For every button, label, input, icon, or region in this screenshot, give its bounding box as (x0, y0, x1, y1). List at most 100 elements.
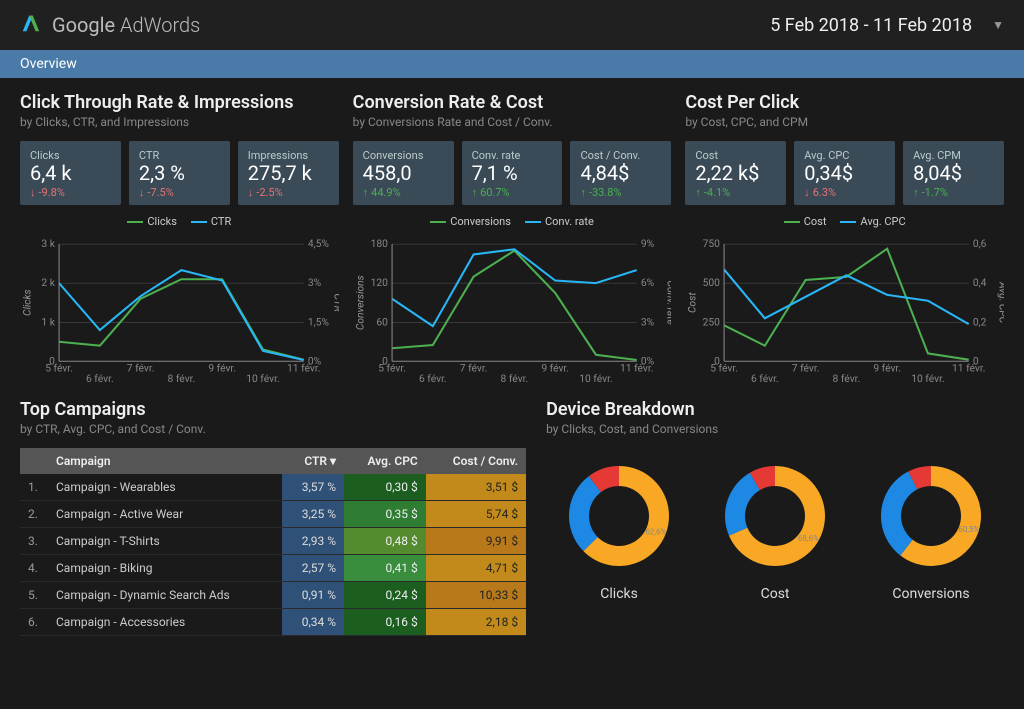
row-index: 1. (20, 474, 48, 501)
svg-text:250: 250 (703, 315, 721, 328)
campaigns-title: Top Campaigns (20, 399, 526, 420)
table-header[interactable]: Campaign (48, 448, 282, 474)
svg-text:5 févr.: 5 févr. (378, 362, 406, 375)
cpc-cell: 0,16 $ (344, 609, 426, 636)
table-row[interactable]: 5. Campaign - Dynamic Search Ads 0,91 % … (20, 582, 526, 609)
table-row[interactable]: 2. Campaign - Active Wear 3,25 % 0,35 $ … (20, 501, 526, 528)
svg-text:Conversions: Conversions (353, 275, 366, 330)
svg-text:8 févr.: 8 févr. (500, 372, 528, 385)
svg-text:3%: 3% (308, 276, 322, 289)
stat-card[interactable]: Avg. CPM 8,04$ -1.7% (903, 141, 1004, 205)
devices-title: Device Breakdown (546, 399, 1004, 420)
svg-text:68,6%: 68,6% (798, 534, 819, 543)
ctr-cell: 2,57 % (282, 555, 344, 582)
stat-value: 2,22 k$ (695, 161, 776, 185)
brand-text: Google AdWords (52, 13, 200, 37)
svg-text:60: 60 (376, 315, 388, 328)
adwords-logo-icon (20, 12, 42, 38)
overview-tab[interactable]: Overview (0, 50, 1024, 78)
stat-value: 458,0 (363, 161, 444, 185)
svg-text:9 févr.: 9 févr. (874, 362, 902, 375)
table-row[interactable]: 6. Campaign - Accessories 0,34 % 0,16 $ … (20, 609, 526, 636)
panel-subtitle: by Clicks, CTR, and Impressions (20, 115, 339, 129)
stat-change: -2.5% (248, 186, 329, 199)
svg-text:9 févr.: 9 févr. (541, 362, 569, 375)
campaign-name: Campaign - Dynamic Search Ads (48, 582, 282, 609)
row-index: 4. (20, 555, 48, 582)
donut-label: Conversions (871, 586, 991, 602)
date-range-picker[interactable]: 5 Feb 2018 - 11 Feb 2018 ▼ (770, 15, 1004, 36)
stat-value: 275,7 k (248, 161, 329, 185)
ctr-cell: 0,34 % (282, 609, 344, 636)
svg-text:9%: 9% (641, 237, 655, 250)
svg-text:6 févr.: 6 févr. (86, 372, 114, 385)
row-index: 5. (20, 582, 48, 609)
svg-text:60,5%: 60,5% (958, 525, 979, 534)
stat-card[interactable]: Avg. CPC 0,34$ 6.3% (794, 141, 895, 205)
cpc-cell: 0,35 $ (344, 501, 426, 528)
app-header: Google AdWords 5 Feb 2018 - 11 Feb 2018 … (0, 0, 1024, 50)
stat-change: -1.7% (913, 186, 994, 199)
donut-chart: 68,6%Cost (715, 456, 835, 602)
svg-text:0,6: 0,6 (973, 237, 987, 250)
campaign-name: Campaign - Wearables (48, 474, 282, 501)
svg-text:3 k: 3 k (41, 237, 55, 250)
svg-text:Clicks: Clicks (20, 289, 33, 316)
panel-title: Click Through Rate & Impressions (20, 92, 339, 113)
table-header[interactable]: Cost / Conv. (426, 448, 526, 474)
svg-text:1,5%: 1,5% (308, 315, 330, 328)
panel-title: Conversion Rate & Cost (353, 92, 672, 113)
cost-cell: 5,74 $ (426, 501, 526, 528)
stat-card[interactable]: Clicks 6,4 k -9.8% (20, 141, 121, 205)
row-index: 2. (20, 501, 48, 528)
stat-card[interactable]: Cost / Conv. 4,84$ -33.8% (570, 141, 671, 205)
donut-label: Clicks (559, 586, 679, 602)
cpc-cell: 0,24 $ (344, 582, 426, 609)
svg-text:10 févr.: 10 févr. (579, 372, 612, 385)
svg-text:7 févr.: 7 févr. (459, 362, 487, 375)
table-header[interactable]: Avg. CPC (344, 448, 426, 474)
stat-change: -4.1% (695, 186, 776, 199)
campaigns-table: CampaignCTR ▾Avg. CPCCost / Conv. 1. Cam… (20, 448, 526, 636)
stat-card[interactable]: Cost 2,22 k$ -4.1% (685, 141, 786, 205)
row-index: 6. (20, 609, 48, 636)
svg-text:Avg. CPC: Avg. CPC (997, 281, 1004, 324)
campaign-name: Campaign - Accessories (48, 609, 282, 636)
cost-cell: 3,51 $ (426, 474, 526, 501)
ctr-cell: 2,93 % (282, 528, 344, 555)
svg-text:180: 180 (370, 237, 388, 250)
svg-text:120: 120 (370, 276, 388, 289)
table-header[interactable]: CTR ▾ (282, 448, 344, 474)
stat-value: 4,84$ (580, 161, 661, 185)
stat-card[interactable]: Conversions 458,0 44.9% (353, 141, 454, 205)
table-row[interactable]: 3. Campaign - T-Shirts 2,93 % 0,48 $ 9,9… (20, 528, 526, 555)
stat-value: 7,1 % (472, 161, 553, 185)
svg-text:10 févr.: 10 févr. (246, 372, 279, 385)
panel-subtitle: by Cost, CPC, and CPM (685, 115, 1004, 129)
metric-panel: Cost Per Clickby Cost, CPC, and CPMCost … (685, 92, 1004, 385)
svg-text:11 févr.: 11 févr. (620, 362, 653, 375)
stat-change: 6.3% (804, 186, 885, 199)
metric-panel: Click Through Rate & Impressions by Click… (20, 92, 339, 385)
stat-card[interactable]: Impressions 275,7 k -2.5% (238, 141, 339, 205)
donut-chart: 60,5% Conversions (871, 456, 991, 602)
svg-text:0,4: 0,4 (973, 276, 987, 289)
chevron-down-icon: ▼ (992, 18, 1004, 32)
stat-card[interactable]: Conv. rate 7,1 % 60.7% (462, 141, 563, 205)
campaigns-subtitle: by CTR, Avg. CPC, and Cost / Conv. (20, 422, 526, 436)
table-row[interactable]: 4. Campaign - Biking 2,57 % 0,41 $ 4,71 … (20, 555, 526, 582)
ctr-cell: 0,91 % (282, 582, 344, 609)
donut-chart: 62,6% Clicks (559, 456, 679, 602)
svg-text:8 févr.: 8 févr. (168, 372, 196, 385)
svg-text:10 févr.: 10 févr. (912, 372, 945, 385)
svg-text:2 k: 2 k (41, 276, 55, 289)
table-row[interactable]: 1. Campaign - Wearables 3,57 % 0,30 $ 3,… (20, 474, 526, 501)
svg-text:62,6%: 62,6% (646, 527, 667, 536)
stat-card[interactable]: CTR 2,3 % -7.5% (129, 141, 230, 205)
devices-subtitle: by Clicks, Cost, and Conversions (546, 422, 1004, 436)
ctr-cell: 3,25 % (282, 501, 344, 528)
svg-text:6%: 6% (641, 276, 655, 289)
line-chart: CostAvg. CPC025050075000,20,40,65 févr.6… (685, 215, 1004, 385)
campaign-name: Campaign - Active Wear (48, 501, 282, 528)
panel-subtitle: by Conversions Rate and Cost / Conv. (353, 115, 672, 129)
